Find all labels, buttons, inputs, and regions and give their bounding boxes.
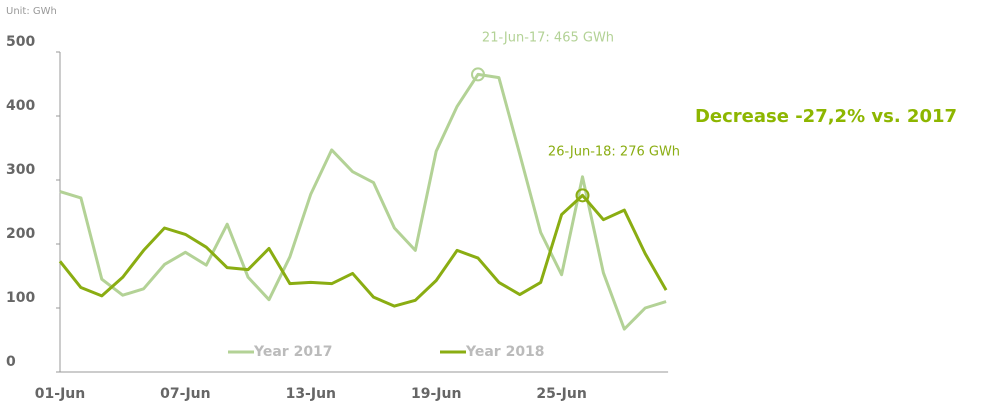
headline: Decrease -27,2% vs. 2017 [695,106,957,127]
y-tick-label: 300 [6,162,35,178]
x-tick-label: 01-Jun [35,386,85,402]
y-tick-label: 100 [6,290,35,306]
series-line [59,72,667,331]
annotation: 21-Jun-17: 465 GWh [482,31,614,46]
annotation: 26-Jun-18: 276 GWh [548,145,680,160]
legend-label: Year 2018 [465,344,545,360]
y-tick-label: 500 [6,34,35,50]
x-tick-label: 19-Jun [411,386,461,402]
x-tick-label: 25-Jun [536,386,586,402]
legend-label: Year 2017 [253,344,333,360]
highlight-point [471,67,485,82]
series-line [58,193,668,308]
x-tick-label: 13-Jun [286,386,336,402]
x-tick-label: 07-Jun [160,386,210,402]
highlight-point [575,188,590,203]
unit-label: Unit: GWh [6,6,57,17]
y-tick-label: 400 [6,98,35,114]
y-tick-label: 0 [6,354,16,370]
y-tick-label: 200 [6,226,35,242]
